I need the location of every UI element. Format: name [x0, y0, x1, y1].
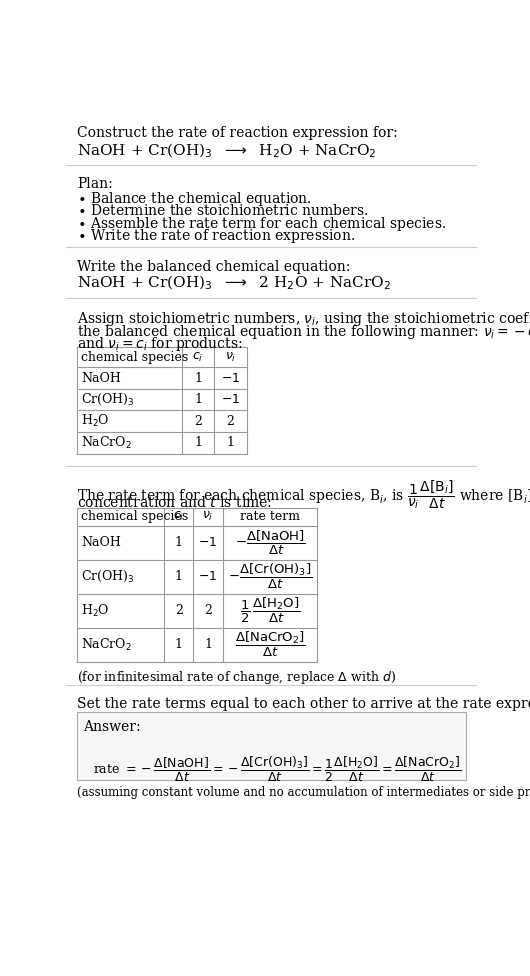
Text: $c_i$: $c_i$	[173, 510, 184, 523]
Text: Answer:: Answer:	[83, 720, 141, 734]
Text: 1: 1	[174, 570, 183, 584]
Text: (for infinitesimal rate of change, replace $\Delta$ with $d$): (for infinitesimal rate of change, repla…	[77, 670, 396, 686]
Text: chemical species: chemical species	[81, 350, 188, 364]
Text: (assuming constant volume and no accumulation of intermediates or side products): (assuming constant volume and no accumul…	[77, 787, 530, 799]
Text: Cr(OH)$_3$: Cr(OH)$_3$	[81, 569, 135, 585]
Text: H$_2$O: H$_2$O	[81, 602, 110, 619]
Text: NaCrO$_2$: NaCrO$_2$	[81, 434, 132, 451]
Text: and $\nu_i = c_i$ for products:: and $\nu_i = c_i$ for products:	[77, 335, 243, 353]
Text: Construct the rate of reaction expression for:: Construct the rate of reaction expressio…	[77, 126, 398, 141]
Text: NaCrO$_2$: NaCrO$_2$	[81, 636, 132, 653]
Text: NaOH: NaOH	[81, 372, 121, 385]
Text: $-\dfrac{\Delta[\mathrm{Cr(OH)_3}]}{\Delta t}$: $-\dfrac{\Delta[\mathrm{Cr(OH)_3}]}{\Del…	[228, 562, 312, 591]
Text: concentration and $t$ is time:: concentration and $t$ is time:	[77, 495, 272, 510]
Bar	[77, 508, 317, 662]
Text: $-\dfrac{\Delta[\mathrm{NaOH}]}{\Delta t}$: $-\dfrac{\Delta[\mathrm{NaOH}]}{\Delta t…	[235, 529, 305, 557]
Text: NaOH + Cr(OH)$_3$  $\longrightarrow$  2 H$_2$O + NaCrO$_2$: NaOH + Cr(OH)$_3$ $\longrightarrow$ 2 H$…	[77, 273, 391, 292]
Text: $c_i$: $c_i$	[192, 350, 204, 364]
Text: 2: 2	[204, 604, 212, 617]
Text: rate term: rate term	[240, 510, 300, 523]
Text: $-1$: $-1$	[221, 372, 240, 385]
Text: 1: 1	[194, 372, 202, 385]
Text: Assign stoichiometric numbers, $\nu_i$, using the stoichiometric coefficients, $: Assign stoichiometric numbers, $\nu_i$, …	[77, 310, 530, 328]
Text: 1: 1	[174, 537, 183, 549]
Text: Write the balanced chemical equation:: Write the balanced chemical equation:	[77, 260, 350, 273]
Text: 2: 2	[227, 415, 234, 427]
Text: $\bullet$ Assemble the rate term for each chemical species.: $\bullet$ Assemble the rate term for eac…	[77, 215, 446, 233]
Text: H$_2$O: H$_2$O	[81, 413, 110, 429]
Text: chemical species: chemical species	[81, 510, 188, 523]
Text: NaOH: NaOH	[81, 537, 121, 549]
Text: 1: 1	[226, 436, 235, 449]
Text: $\bullet$ Determine the stoichiometric numbers.: $\bullet$ Determine the stoichiometric n…	[77, 203, 368, 218]
Text: the balanced chemical equation in the following manner: $\nu_i = -c_i$ for react: the balanced chemical equation in the fo…	[77, 323, 530, 341]
Text: rate $= -\dfrac{\Delta[\mathrm{NaOH}]}{\Delta t} = -\dfrac{\Delta[\mathrm{Cr(OH): rate $= -\dfrac{\Delta[\mathrm{NaOH}]}{\…	[93, 754, 461, 784]
Bar	[77, 347, 247, 454]
Text: The rate term for each chemical species, B$_i$, is $\dfrac{1}{\nu_i}\dfrac{\Delt: The rate term for each chemical species,…	[77, 478, 530, 511]
Text: $-1$: $-1$	[198, 537, 218, 549]
Text: Set the rate terms equal to each other to arrive at the rate expression:: Set the rate terms equal to each other t…	[77, 697, 530, 711]
Text: 1: 1	[194, 436, 202, 449]
Text: Cr(OH)$_3$: Cr(OH)$_3$	[81, 392, 135, 407]
Text: $\dfrac{\Delta[\mathrm{NaCrO_2}]}{\Delta t}$: $\dfrac{\Delta[\mathrm{NaCrO_2}]}{\Delta…	[235, 630, 305, 659]
Text: 2: 2	[175, 604, 182, 617]
Text: $\nu_i$: $\nu_i$	[225, 350, 236, 364]
Text: $\nu_i$: $\nu_i$	[202, 510, 214, 523]
Text: NaOH + Cr(OH)$_3$  $\longrightarrow$  H$_2$O + NaCrO$_2$: NaOH + Cr(OH)$_3$ $\longrightarrow$ H$_2…	[77, 142, 376, 160]
Text: $-1$: $-1$	[221, 393, 240, 406]
Text: 1: 1	[204, 638, 212, 651]
Text: $\bullet$ Balance the chemical equation.: $\bullet$ Balance the chemical equation.	[77, 190, 312, 208]
Text: $-1$: $-1$	[198, 570, 218, 584]
Text: 1: 1	[194, 393, 202, 406]
Bar	[77, 712, 466, 780]
Text: 2: 2	[194, 415, 202, 427]
Text: Plan:: Plan:	[77, 178, 113, 191]
Text: $\dfrac{1}{2}\,\dfrac{\Delta[\mathrm{H_2O}]}{\Delta t}$: $\dfrac{1}{2}\,\dfrac{\Delta[\mathrm{H_2…	[240, 596, 301, 626]
Text: $\bullet$ Write the rate of reaction expression.: $\bullet$ Write the rate of reaction exp…	[77, 227, 355, 245]
Text: 1: 1	[174, 638, 183, 651]
